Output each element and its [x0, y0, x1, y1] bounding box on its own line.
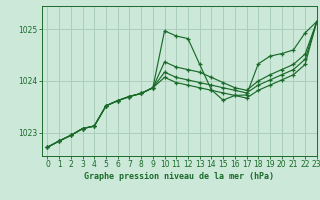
X-axis label: Graphe pression niveau de la mer (hPa): Graphe pression niveau de la mer (hPa)	[84, 172, 274, 181]
